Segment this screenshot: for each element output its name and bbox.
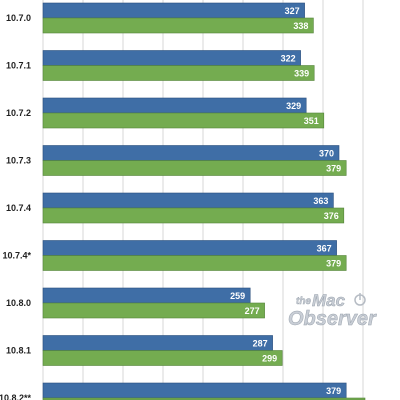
- bar-series-1: [42, 97, 307, 114]
- data-label: 327: [285, 6, 300, 16]
- bar-series-1: [42, 192, 334, 209]
- data-label: 379: [326, 386, 341, 396]
- bar-series-2: [42, 255, 347, 271]
- bar-series-1: [42, 2, 305, 19]
- category-label: 10.7.0: [6, 13, 31, 23]
- category-label: 10.7.4*: [2, 251, 31, 261]
- mac-observer-logo: the Mac Observer: [288, 291, 378, 331]
- category-label: 10.7.3: [6, 156, 31, 166]
- data-label: 339: [294, 69, 309, 79]
- bar-series-2: [42, 17, 314, 34]
- data-label: 287: [253, 339, 268, 349]
- bar-series-1: [42, 335, 273, 351]
- category-label: 10.8.0: [6, 298, 31, 308]
- data-label: 299: [262, 354, 277, 364]
- bar-series-1: [42, 50, 301, 66]
- category-labels: 10.7.0 10.7.1 10.7.2 10.7.3 10.7.4 10.7.4* 10.…: [0, 13, 31, 400]
- data-label: 363: [313, 196, 328, 206]
- watermark-line2: Mac: [312, 291, 346, 310]
- data-label: 322: [281, 54, 296, 64]
- category-label: 10.7.4: [6, 203, 31, 213]
- bars: 3273383223393293513703793633763673792592…: [42, 2, 366, 400]
- bar-series-1: [42, 382, 347, 399]
- data-label: 351: [304, 116, 319, 126]
- category-label: 10.7.2: [6, 108, 31, 118]
- data-label: 379: [326, 259, 341, 269]
- bar-series-1: [42, 145, 340, 161]
- category-label: 10.8.1: [6, 346, 31, 356]
- bar-series-2: [42, 207, 345, 224]
- category-label: 10.7.1: [6, 61, 31, 71]
- data-label: 338: [293, 21, 308, 31]
- data-label: 277: [245, 306, 260, 316]
- bar-series-2: [42, 302, 265, 319]
- data-label: 367: [317, 244, 332, 254]
- bar-series-2: [42, 65, 315, 81]
- data-label: 259: [230, 291, 245, 301]
- data-label: 376: [324, 211, 339, 221]
- bar-series-2: [42, 350, 283, 366]
- category-label: 10.8.2**: [0, 393, 31, 400]
- data-label: 370: [319, 149, 334, 159]
- data-label: 379: [326, 164, 341, 174]
- bar-series-1: [42, 287, 251, 304]
- bar-series-2: [42, 112, 325, 129]
- watermark-line3: Observer: [288, 308, 377, 330]
- bar-series-1: [42, 240, 337, 256]
- watermark-line1: the: [296, 296, 311, 307]
- data-label: 329: [286, 101, 301, 111]
- bar-series-2-partial: [42, 397, 366, 400]
- bar-series-2: [42, 160, 347, 176]
